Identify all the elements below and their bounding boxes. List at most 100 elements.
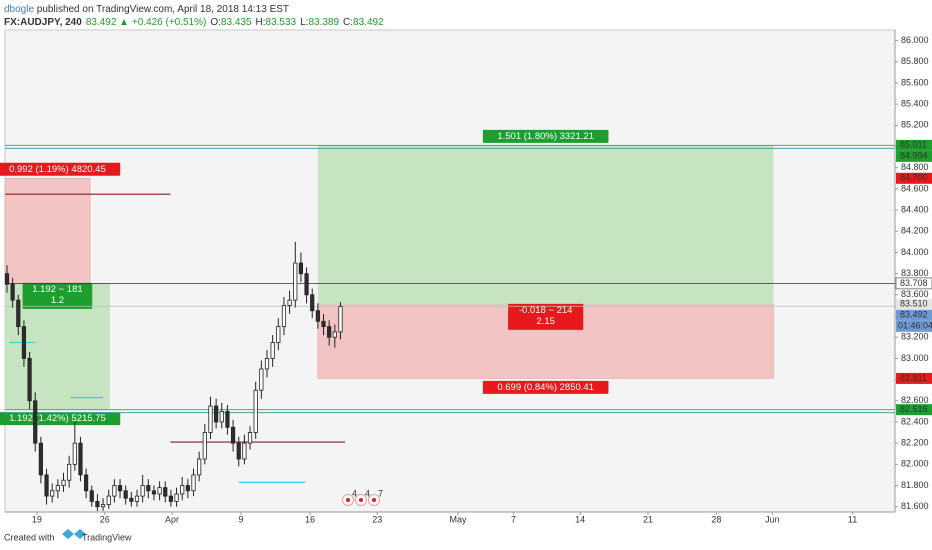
candle-body [163, 487, 168, 497]
price-label-bg [896, 309, 932, 321]
candle-body [33, 400, 38, 444]
author[interactable]: dbogle [4, 4, 34, 15]
candle-body [129, 497, 134, 502]
candle-body [281, 305, 287, 328]
target-label: 1.501 (1.80%) 3321.21 [497, 131, 594, 142]
candle-body [112, 485, 117, 497]
candle-body [151, 490, 157, 495]
candle-body [146, 485, 151, 492]
candle-body [259, 368, 264, 391]
position-label-bg [482, 380, 609, 394]
candle-body [168, 495, 173, 502]
footer-brand[interactable]: TradingView [82, 532, 132, 542]
y-tick-label: 85.400 [901, 99, 929, 109]
candle-body [310, 294, 315, 312]
candle-body [117, 485, 123, 492]
candle-body [185, 485, 190, 492]
candle-body [174, 493, 179, 502]
event-dot [359, 498, 363, 502]
ohlc: O:83.435 H:83.533 L:83.389 C:83.492 [210, 17, 384, 28]
price-label: 82.811 [900, 373, 927, 383]
x-tick-label: 19 [32, 514, 42, 524]
y-tick-label: 85.600 [901, 77, 929, 87]
price-label-bg [896, 150, 932, 162]
ohlc-label: C: [343, 17, 353, 28]
target-label: 1.192 (1.42%) 5215.75 [9, 413, 106, 424]
candle-body [50, 490, 55, 497]
event-count: 4 [352, 488, 357, 498]
candle-body [180, 485, 185, 495]
candle-body [270, 342, 275, 359]
position-label-bg [0, 412, 121, 426]
candle-body [27, 357, 32, 402]
candle-body [304, 273, 309, 296]
brand-logo [62, 529, 86, 539]
candle-body [327, 326, 332, 338]
price-label-bg [896, 298, 932, 310]
candle-body [315, 310, 320, 322]
candle-body [197, 458, 202, 476]
candle-body [95, 501, 100, 508]
candle-body [298, 262, 304, 275]
price-label-bg [896, 172, 932, 184]
candle-body [106, 495, 111, 505]
x-tick-label: 9 [238, 514, 243, 524]
candle-body [10, 283, 15, 301]
y-tick-label: 84.200 [901, 226, 929, 236]
event-dot [346, 498, 350, 502]
price-label-bg [896, 404, 932, 416]
candle-body [100, 504, 106, 508]
candle-body [208, 405, 213, 433]
x-tick-label: 7 [511, 514, 516, 524]
price-label: 82.516 [900, 404, 928, 414]
y-tick-label: 84.400 [901, 204, 929, 214]
x-tick-label: Jun [765, 514, 780, 524]
candle-body [214, 405, 219, 423]
y-tick-label: 84.800 [901, 162, 929, 172]
y-tick-label: 81.600 [901, 501, 929, 511]
y-tick-label: 82.200 [901, 438, 929, 448]
candle-body [21, 326, 27, 359]
candle-body [55, 485, 60, 492]
position-label-bg [0, 162, 121, 176]
candle-body [321, 320, 326, 328]
y-tick-label: 83.800 [901, 268, 929, 278]
y-tick-label: 82.000 [901, 459, 929, 469]
candle-body [38, 442, 43, 476]
candle-body [230, 426, 236, 444]
x-tick-label: May [450, 514, 468, 524]
x-tick-label: 21 [643, 514, 653, 524]
center-label: -0.018 ~ 214 [519, 305, 573, 316]
candle-body [247, 432, 253, 444]
price-label: 83.510 [900, 299, 928, 309]
candle-body [89, 490, 94, 502]
position-label-bg [508, 303, 584, 330]
last-price: 83.492 ▲ +0.426 (+0.51%) [86, 17, 207, 28]
candle-body [253, 389, 258, 433]
price-label-bg [895, 277, 932, 290]
header-line: dbogle published on TradingView.com, Apr… [4, 4, 289, 15]
candle-body [225, 410, 230, 428]
candle-body [67, 463, 72, 481]
ohlc-value: 83.533 [266, 17, 297, 28]
candle-body [293, 262, 298, 301]
x-tick-label: Apr [165, 514, 179, 524]
candle-body [191, 474, 196, 492]
plot: 1.192 (1.42%) 5215.75 0.992 (1.19%) 4820.… [0, 129, 895, 511]
candle-body [264, 357, 270, 370]
candle-body [236, 442, 241, 460]
price-label-bg [896, 139, 932, 151]
y-tick-label: 86.000 [901, 35, 929, 45]
candle-body [140, 485, 145, 497]
symbol-line: FX:AUDJPY, 240 83.492 ▲ +0.426 (+0.51%) O:… [4, 17, 384, 28]
price-label: 85.011 [900, 140, 927, 150]
candle-body [123, 490, 128, 499]
x-tick-label: 23 [372, 514, 382, 524]
footer-created: Created with [4, 532, 55, 542]
event-dot [372, 498, 376, 502]
ohlc-label: L: [300, 17, 308, 28]
symbol: FX:AUDJPY, 240 [4, 17, 82, 28]
y-tick-label: 81.800 [901, 480, 929, 490]
price-label: 84.700 [900, 173, 928, 183]
ohlc-label: O: [210, 17, 221, 28]
